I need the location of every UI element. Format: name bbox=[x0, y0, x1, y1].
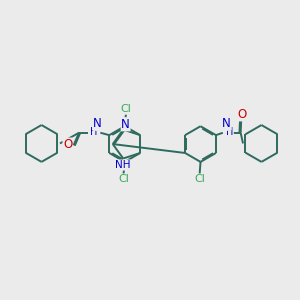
Text: N: N bbox=[222, 117, 231, 130]
Text: N: N bbox=[121, 118, 130, 131]
Text: H: H bbox=[90, 127, 98, 136]
Text: Cl: Cl bbox=[194, 174, 205, 184]
Text: O: O bbox=[63, 138, 72, 151]
Text: Cl: Cl bbox=[118, 174, 129, 184]
Text: N: N bbox=[93, 117, 102, 130]
Text: Cl: Cl bbox=[121, 104, 131, 114]
Text: H: H bbox=[226, 127, 233, 136]
Text: O: O bbox=[237, 108, 247, 121]
Text: NH: NH bbox=[115, 160, 130, 170]
